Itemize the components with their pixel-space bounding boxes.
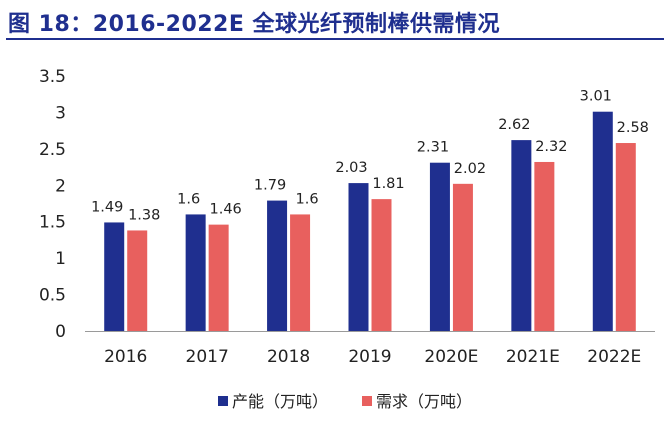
y-tick-label-7: 3.5	[39, 67, 66, 87]
value-label-series0-2018: 1.79	[254, 178, 286, 194]
x-axis-categories: 2016 2017 2018 2019 2020E 2021E 2022E	[104, 347, 641, 367]
value-label-series1-2021E: 2.32	[535, 139, 567, 155]
bar-series0-2018	[267, 200, 288, 331]
chart-legend: 产能（万吨） 需求（万吨）	[218, 392, 472, 411]
bar-series1-2017	[208, 224, 229, 331]
x-category-label-2017: 2017	[186, 347, 229, 367]
bar-series1-2016	[127, 230, 148, 331]
value-label-series0-2016: 1.49	[91, 199, 123, 215]
value-label-series0-2021E: 2.62	[498, 117, 530, 133]
value-label-series1-2016: 1.38	[128, 207, 160, 223]
y-tick-label-2: 1	[55, 249, 66, 269]
bar-series0-2021E	[511, 140, 532, 331]
legend-label-0: 产能（万吨）	[232, 392, 328, 411]
figure-title: 图 18：2016-2022E 全球光纤预制棒供需情况	[8, 12, 501, 37]
bar-series1-2020E	[452, 183, 473, 331]
y-tick-label-4: 2	[55, 176, 66, 196]
chart-value-labels: 1.49 1.38 1.6 1.46 1.79 1.6 2.03 1.81 2.31 2.02 2.…	[91, 89, 649, 224]
bar-series1-2019	[371, 199, 392, 331]
y-tick-label-6: 3	[55, 103, 66, 123]
y-axis-ticks: 0 0.5 1 1.5 2 2.5 3 3.5	[39, 67, 66, 342]
bar-series0-2019	[348, 183, 369, 331]
value-label-series1-2020E: 2.02	[454, 161, 486, 177]
bar-series0-2016	[104, 222, 125, 331]
chart-bars	[104, 111, 636, 331]
figure-title-bar: 图 18：2016-2022E 全球光纤预制棒供需情况	[6, 4, 664, 40]
x-category-label-2016: 2016	[104, 347, 147, 367]
legend-swatch-0	[218, 396, 228, 406]
bar-series0-2017	[185, 214, 206, 331]
y-tick-label-0: 0	[55, 322, 66, 342]
y-tick-label-1: 0.5	[39, 286, 66, 306]
value-label-series1-2022E: 2.58	[617, 120, 649, 136]
value-label-series0-2019: 2.03	[335, 160, 367, 176]
bar-series0-2022E	[592, 111, 613, 331]
legend-swatch-1	[362, 396, 372, 406]
value-label-series0-2017: 1.6	[177, 191, 200, 207]
bar-series0-2020E	[429, 162, 450, 331]
y-tick-label-3: 1.5	[39, 213, 66, 233]
x-category-label-2022E: 2022E	[587, 347, 641, 367]
x-category-label-2019: 2019	[348, 347, 391, 367]
x-category-label-2018: 2018	[267, 347, 310, 367]
x-category-label-2020E: 2020E	[424, 347, 478, 367]
value-label-series1-2017: 1.46	[209, 202, 241, 218]
value-label-series1-2019: 1.81	[372, 176, 404, 192]
x-category-label-2021E: 2021E	[506, 347, 560, 367]
bar-series1-2018	[290, 214, 311, 331]
value-label-series1-2018: 1.6	[296, 191, 319, 207]
bar-series1-2022E	[615, 143, 636, 331]
bar-series1-2021E	[534, 161, 555, 331]
value-label-series0-2020E: 2.31	[417, 140, 449, 156]
y-tick-label-5: 2.5	[39, 140, 66, 160]
value-label-series0-2022E: 3.01	[580, 89, 612, 105]
legend-label-1: 需求（万吨）	[376, 392, 472, 411]
